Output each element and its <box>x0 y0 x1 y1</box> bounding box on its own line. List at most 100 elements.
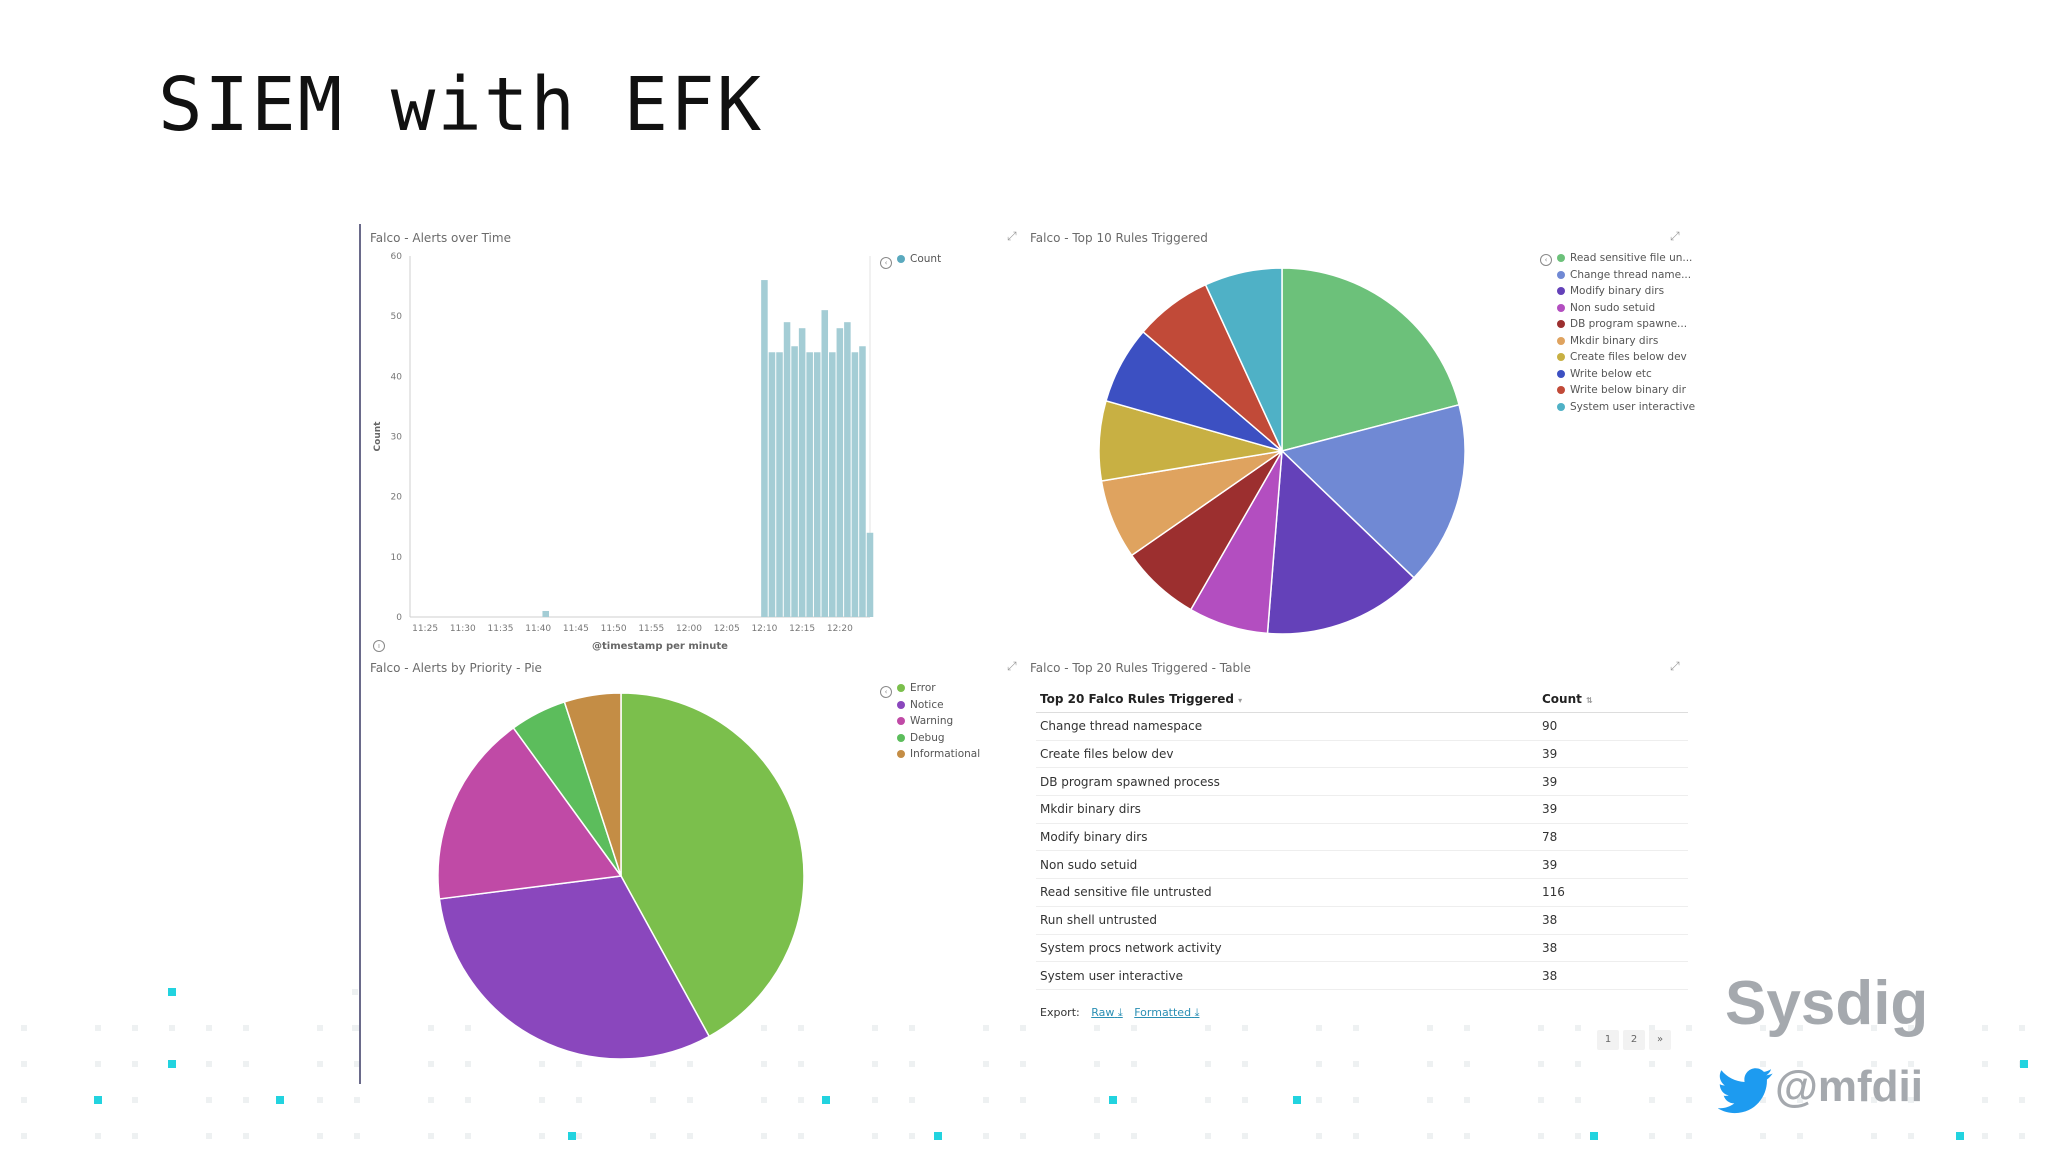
chart-options-icon[interactable]: ı <box>373 640 385 652</box>
legend-dot <box>1557 254 1565 263</box>
dot <box>872 1025 878 1031</box>
x-tick-label: 11:40 <box>525 624 551 634</box>
dot <box>206 1061 212 1067</box>
sort-icon: ⇅ <box>1586 696 1593 705</box>
legend-toggle-icon[interactable]: ‹ <box>1540 254 1552 266</box>
rule-cell: Change thread namespace <box>1040 719 1203 734</box>
dot <box>1094 1097 1100 1103</box>
dot <box>206 1097 212 1103</box>
x-tick-label: 12:20 <box>827 624 853 634</box>
table-row: DB program spawned process 39 <box>1036 768 1688 797</box>
legend-item[interactable]: Warning <box>897 713 980 730</box>
dot <box>798 1061 804 1067</box>
legend-item-count[interactable]: Count <box>897 251 941 268</box>
legend-item[interactable]: Notice <box>897 697 980 714</box>
bar <box>859 346 866 617</box>
dot <box>650 1133 656 1139</box>
dot <box>428 1133 434 1139</box>
dot <box>354 1061 360 1067</box>
legend-dot <box>1557 369 1565 378</box>
dot <box>465 1025 471 1031</box>
legend-item[interactable]: System user interactive <box>1557 399 1695 416</box>
legend-item[interactable]: Debug <box>897 730 980 747</box>
export-formatted-link[interactable]: Formatted ⤓ <box>1134 1006 1199 1019</box>
dot <box>983 1061 989 1067</box>
dot <box>1538 1061 1544 1067</box>
alerts-over-time-chart[interactable]: 0 10 20 30 40 50 60 11:25 11:30 11:35 11:40 11:45 11… <box>360 244 880 674</box>
priority-legend: Error Notice Warning Debug Informational <box>897 680 980 763</box>
table-pagination: 1 2» <box>1597 1030 1671 1050</box>
y-tick-label: 10 <box>391 553 403 563</box>
dot <box>1686 1097 1692 1103</box>
dot <box>650 1061 656 1067</box>
dot <box>354 1133 360 1139</box>
dot <box>354 1097 360 1103</box>
expand-icon[interactable]: ⤢ <box>1007 659 1017 673</box>
dot <box>243 1025 249 1031</box>
maximize-icon[interactable]: ⤢ <box>1670 659 1680 673</box>
dot <box>1020 1061 1026 1067</box>
legend-item[interactable]: Read sensitive file un... <box>1557 250 1695 267</box>
dot <box>1797 1097 1803 1103</box>
dot <box>132 1025 138 1031</box>
legend-toggle-icon[interactable]: ‹ <box>880 257 892 269</box>
accent-dot <box>822 1096 830 1104</box>
rule-cell: Modify binary dirs <box>1040 830 1148 845</box>
dot <box>1982 1061 1988 1067</box>
page-1-button[interactable]: 1 <box>1597 1030 1619 1050</box>
dot <box>687 1097 693 1103</box>
accent-dot <box>168 1060 176 1068</box>
pie-slice-modify-binary-dirs <box>1266 449 1416 635</box>
legend-item[interactable]: Mkdir binary dirs <box>1557 333 1695 350</box>
legend-label: Write below etc <box>1570 367 1652 380</box>
table-row: System user interactive 38 <box>1036 962 1688 990</box>
rule-cell: Mkdir binary dirs <box>1040 802 1141 817</box>
dot <box>243 1097 249 1103</box>
dot <box>687 1133 693 1139</box>
count-cell: 38 <box>1542 968 1558 983</box>
legend-item[interactable]: Non sudo setuid <box>1557 300 1695 317</box>
legend-item[interactable]: DB program spawne... <box>1557 316 1695 333</box>
sort-rule-column[interactable]: Top 20 Falco Rules Triggered ▾ <box>1036 692 1542 706</box>
legend-item[interactable]: Informational <box>897 746 980 763</box>
page-2-button[interactable]: 2 <box>1623 1030 1645 1050</box>
top-10-rules-pie[interactable] <box>1082 251 1482 651</box>
dot <box>1427 1025 1433 1031</box>
dot <box>1686 1025 1692 1031</box>
dot <box>1575 1133 1581 1139</box>
dot <box>1094 1061 1100 1067</box>
dot <box>1205 1133 1211 1139</box>
dot <box>1871 1061 1877 1067</box>
maximize-icon[interactable]: ⤢ <box>1670 229 1680 243</box>
dot <box>761 1097 767 1103</box>
legend-item[interactable]: Error <box>897 680 980 697</box>
count-cell: 116 <box>1542 885 1565 900</box>
export-raw-link[interactable]: Raw ⤓ <box>1091 1006 1123 1019</box>
bar <box>761 280 768 617</box>
y-tick-label: 30 <box>391 433 403 443</box>
accent-dot <box>1109 1096 1117 1104</box>
x-tick-label: 11:30 <box>450 624 476 634</box>
legend-toggle-icon[interactable]: ‹ <box>880 686 892 698</box>
dot <box>1464 1061 1470 1067</box>
y-tick-label: 20 <box>391 493 403 503</box>
dot <box>1353 1061 1359 1067</box>
sort-count-column[interactable]: Count ⇅ <box>1542 692 1688 706</box>
legend-item[interactable]: Write below etc <box>1557 366 1695 383</box>
legend-item[interactable]: Change thread name... <box>1557 267 1695 284</box>
dot <box>21 1133 27 1139</box>
dot <box>872 1133 878 1139</box>
dot <box>761 1133 767 1139</box>
alerts-by-priority-pie[interactable] <box>421 676 821 1076</box>
bar <box>776 352 783 617</box>
accent-dot <box>168 988 176 996</box>
legend-item[interactable]: Write below binary dir <box>1557 382 1695 399</box>
next-page-button[interactable]: » <box>1649 1030 1671 1050</box>
legend-item[interactable]: Modify binary dirs <box>1557 283 1695 300</box>
dot <box>1908 1025 1914 1031</box>
table-row: Read sensitive file untrusted 116 <box>1036 879 1688 907</box>
top-20-rules-table: Top 20 Falco Rules Triggered ▾ Count ⇅ C… <box>1036 686 1688 990</box>
bar <box>866 532 874 617</box>
legend-item[interactable]: Create files below dev <box>1557 349 1695 366</box>
expand-icon[interactable]: ⤢ <box>1007 229 1017 243</box>
